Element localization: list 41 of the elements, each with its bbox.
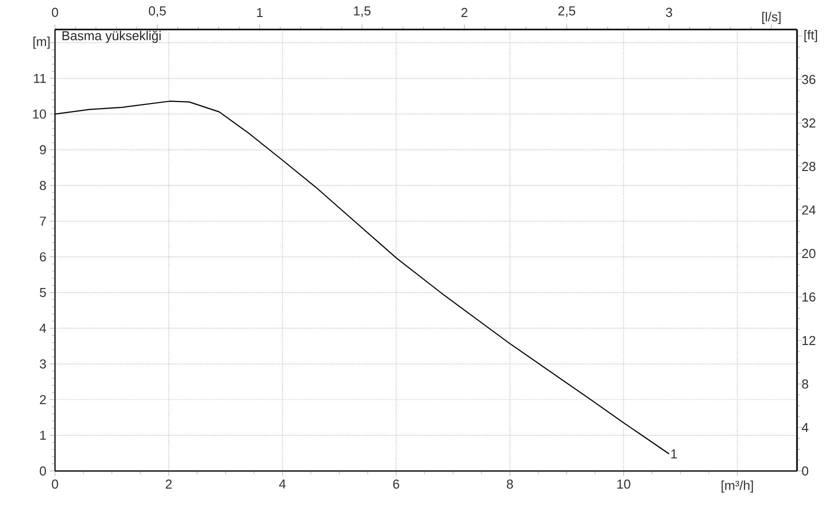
x-tick-label: 0 bbox=[52, 480, 58, 489]
x2-tick-label: 0 bbox=[52, 8, 58, 17]
x-tick-label: 4 bbox=[279, 480, 286, 488]
annotation: 1 bbox=[671, 449, 677, 458]
y-tick-label: 4 bbox=[40, 324, 46, 333]
y2-tick-label: 20 bbox=[802, 248, 816, 258]
y2-tick-label: 24 bbox=[802, 205, 816, 215]
y-tick-label: 0 bbox=[40, 466, 46, 476]
y2-tick-label: 16 bbox=[802, 292, 816, 302]
x2-tick-label: 0,5 bbox=[148, 6, 166, 17]
y2-axis-title: [ft] bbox=[804, 30, 817, 42]
y-tick-label: 3 bbox=[40, 359, 46, 369]
x2-tick-label: 2 bbox=[461, 8, 468, 17]
x-tick-label: 10 bbox=[617, 480, 630, 489]
x2-tick-label: 2,5 bbox=[558, 6, 576, 17]
x-tick-label: 2 bbox=[166, 480, 172, 489]
y-tick-label: 11 bbox=[34, 74, 46, 83]
y-tick-label: 6 bbox=[40, 252, 46, 262]
y-tick-label: 7 bbox=[40, 216, 46, 226]
y-tick-label: 1 bbox=[40, 430, 46, 440]
y-tick-label: 5 bbox=[40, 288, 46, 298]
y2-tick-label: 0 bbox=[802, 466, 808, 476]
y-tick-label: 9 bbox=[40, 145, 46, 154]
x-tick-label: 8 bbox=[506, 480, 513, 489]
x-axis-title: [m³/h] bbox=[722, 480, 753, 493]
y2-tick-label: 28 bbox=[802, 162, 816, 172]
y2-tick-label: 4 bbox=[802, 423, 808, 432]
y-tick-label: 8 bbox=[40, 180, 46, 190]
y2-tick-label: 8 bbox=[802, 379, 808, 389]
y2-tick-label: 12 bbox=[802, 336, 816, 346]
x2-tick-label: 1,5 bbox=[354, 6, 370, 17]
chart-title: Basma yüksekliği bbox=[62, 30, 161, 43]
x2-tick-label: 3 bbox=[666, 8, 672, 17]
y-axis-title: [m] bbox=[33, 36, 50, 49]
x2-tick-label: 1 bbox=[257, 8, 263, 17]
y2-tick-label: 32 bbox=[802, 118, 816, 128]
x-tick-label: 6 bbox=[393, 480, 400, 489]
y2-tick-label: 36 bbox=[802, 74, 816, 84]
y-tick-label: 2 bbox=[40, 395, 46, 404]
x2-axis-title: [l/s] bbox=[762, 12, 781, 24]
y-tick-label: 10 bbox=[33, 109, 46, 119]
